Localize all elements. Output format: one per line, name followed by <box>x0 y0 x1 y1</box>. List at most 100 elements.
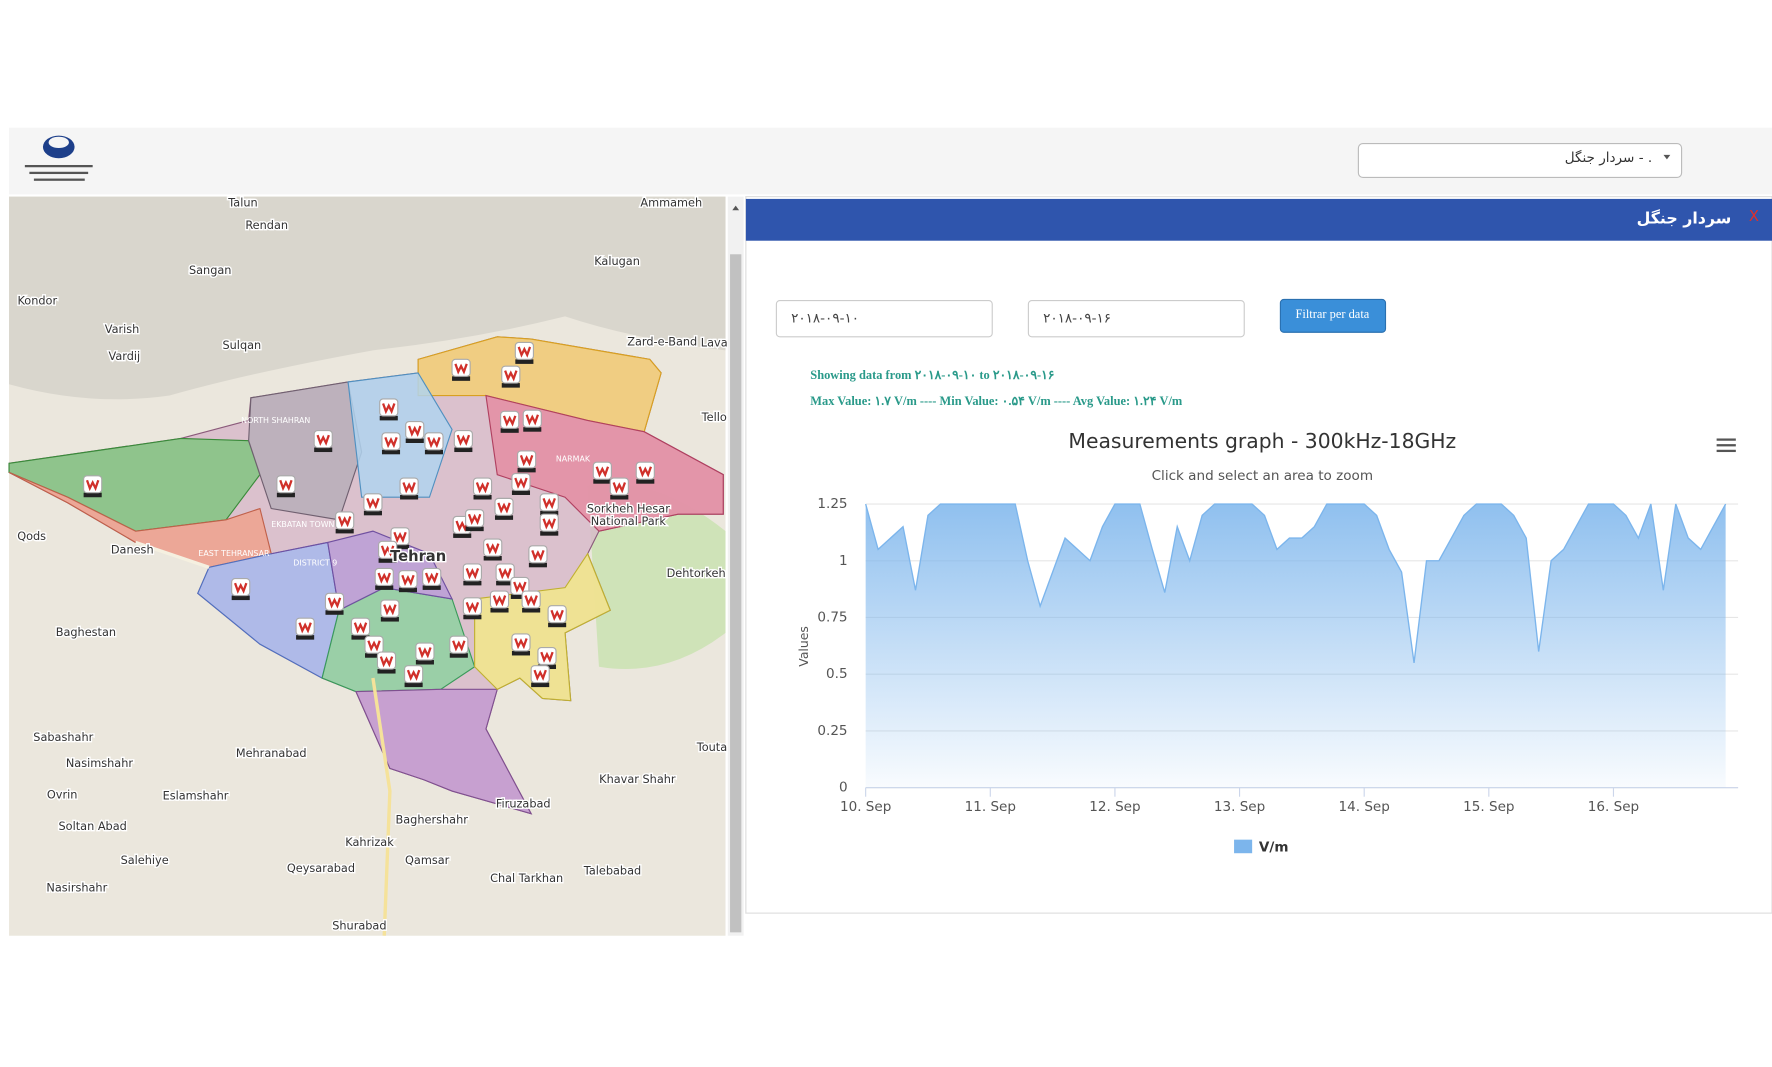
map-marker[interactable] <box>390 527 410 550</box>
map-marker[interactable] <box>635 461 655 484</box>
map-marker[interactable] <box>295 617 315 640</box>
map-marker[interactable] <box>380 599 400 622</box>
marker-base <box>452 376 471 381</box>
map-marker[interactable] <box>483 538 503 561</box>
map-marker[interactable] <box>472 477 493 500</box>
map-marker[interactable] <box>489 590 510 613</box>
marker-glyph <box>454 363 468 375</box>
map-marker[interactable] <box>350 617 371 640</box>
map-marker[interactable] <box>363 493 383 516</box>
map: Talun Rendan Sangan Kondor Varish Vardij Sulqa… <box>8 195 729 936</box>
map-marker[interactable] <box>462 597 482 620</box>
map-marker[interactable] <box>511 472 531 495</box>
marker-base <box>540 510 559 516</box>
marker-glyph <box>524 595 538 607</box>
marker-glyph <box>513 581 527 593</box>
map-marker[interactable] <box>324 592 345 615</box>
map-marker[interactable] <box>449 635 469 658</box>
map-marker[interactable] <box>405 420 425 443</box>
marker-base <box>405 438 424 443</box>
map-marker[interactable] <box>528 545 548 568</box>
dropdown-arrow <box>1663 154 1671 160</box>
map-label: Zard-e-Band <box>627 335 697 348</box>
marker-base <box>454 447 473 453</box>
map-marker[interactable] <box>592 461 612 484</box>
map-marker[interactable] <box>381 432 401 455</box>
marker-base <box>231 595 250 601</box>
map-marker[interactable] <box>379 398 399 421</box>
marker-base <box>424 449 443 455</box>
map-marker[interactable] <box>404 665 424 688</box>
map-marker[interactable] <box>453 430 473 453</box>
map-marker[interactable] <box>609 477 629 500</box>
dropdown[interactable] <box>1357 142 1683 178</box>
marker-base <box>335 528 354 534</box>
x-tick-label: 16. Sep <box>1588 799 1639 815</box>
map-marker[interactable] <box>539 493 559 516</box>
map-marker[interactable] <box>539 513 559 536</box>
map-label: Danesh <box>111 543 154 556</box>
marker-glyph <box>612 482 627 494</box>
map-marker[interactable] <box>517 450 537 473</box>
date-to-text: ۲۰۱۸-۰۹-۱۶ <box>1043 311 1111 327</box>
map-marker[interactable] <box>451 358 471 381</box>
filter-button-text: Filtrar per data <box>1295 307 1369 321</box>
marker-base <box>500 428 519 433</box>
map-marker[interactable] <box>494 497 514 520</box>
map-marker[interactable] <box>422 567 442 590</box>
map-marker[interactable] <box>364 635 384 658</box>
filter-button[interactable] <box>1279 298 1387 333</box>
map-marker[interactable] <box>530 665 550 688</box>
map-marker[interactable] <box>547 605 567 628</box>
marker-base <box>517 467 536 473</box>
map-label: Sabashahr <box>33 731 93 744</box>
map-marker[interactable] <box>83 475 103 498</box>
marker-glyph <box>379 656 394 668</box>
map-label: Kondor <box>17 295 57 308</box>
map-marker[interactable] <box>313 430 333 453</box>
marker-base <box>511 490 531 495</box>
map-label: Eslamshahr <box>163 790 229 803</box>
map-marker[interactable] <box>374 567 394 590</box>
y-tick-label: 1.25 <box>817 496 847 512</box>
map-marker[interactable] <box>514 341 534 364</box>
date-from[interactable] <box>775 300 993 338</box>
marker-glyph <box>383 604 397 616</box>
date-to[interactable] <box>1027 300 1245 338</box>
map-marker[interactable] <box>378 540 398 563</box>
map-label: Qamsar <box>405 854 450 867</box>
map-marker[interactable] <box>231 578 251 601</box>
map-marker[interactable] <box>501 365 521 388</box>
map-marker[interactable] <box>510 576 530 599</box>
scrollbar-thumb[interactable] <box>730 254 742 933</box>
map-marker[interactable] <box>465 509 485 532</box>
map-marker[interactable] <box>521 590 541 613</box>
map-marker[interactable] <box>424 432 444 455</box>
map-marker[interactable] <box>335 511 355 534</box>
map-label: Tehran <box>390 548 446 565</box>
menu-icon[interactable] <box>1716 438 1736 453</box>
marker-base <box>610 494 629 500</box>
map-marker[interactable] <box>399 477 419 500</box>
map-label: Lava <box>701 337 728 350</box>
map-marker[interactable] <box>511 633 531 656</box>
area-fill <box>865 504 1726 788</box>
map-label: Baghestan <box>56 626 116 639</box>
marker-base <box>379 415 398 421</box>
map-marker[interactable] <box>462 563 482 586</box>
x-tick-label: 11. Sep <box>965 799 1016 815</box>
marker-glyph <box>542 518 556 530</box>
map-marker[interactable] <box>398 570 418 593</box>
map-label: Chal Tarkhan <box>490 872 563 885</box>
map-marker[interactable] <box>522 409 542 432</box>
marker-base <box>501 383 520 388</box>
map-marker[interactable] <box>376 651 397 674</box>
map-marker[interactable] <box>276 475 296 498</box>
map-marker[interactable] <box>500 410 520 433</box>
chart: Measurements graph - 300kHz-18GHz Click … <box>796 429 1739 856</box>
map-marker[interactable] <box>495 563 515 586</box>
marker-glyph <box>456 434 471 446</box>
map-marker[interactable] <box>415 642 435 665</box>
close-button[interactable]: X <box>1749 208 1759 225</box>
